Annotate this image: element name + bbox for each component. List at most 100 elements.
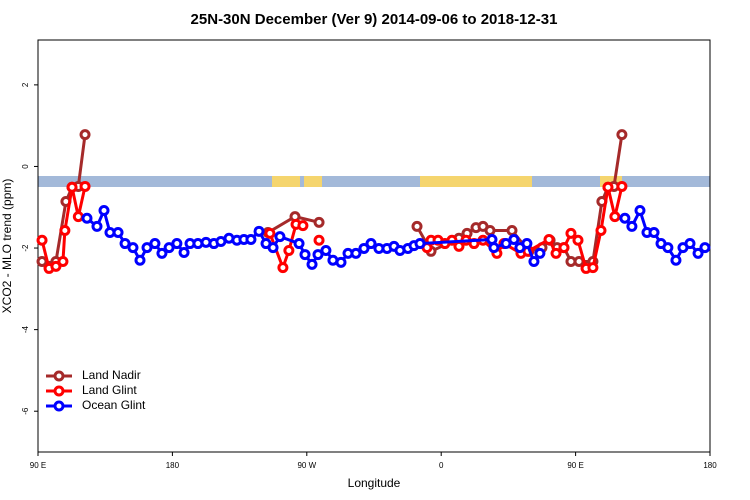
data-point — [264, 227, 276, 239]
data-point — [81, 212, 93, 224]
data-point — [616, 180, 628, 192]
data-point — [112, 227, 124, 239]
data-point — [619, 212, 631, 224]
data-point — [91, 220, 103, 232]
data-point — [414, 238, 426, 250]
data-point — [313, 234, 325, 246]
y-tick-label: 2 — [21, 82, 30, 87]
data-point — [699, 242, 711, 254]
data-point — [335, 256, 347, 268]
x-tick-label: 180 — [166, 461, 180, 470]
data-point — [299, 249, 311, 261]
data-point — [662, 242, 674, 254]
data-point — [267, 242, 279, 254]
y-axis-label: XCO2 - MLO trend (ppm) — [0, 179, 14, 314]
legend-marker — [53, 400, 65, 412]
data-point — [521, 238, 533, 250]
data-point — [57, 256, 69, 268]
data-point — [484, 224, 496, 236]
data-point — [320, 244, 332, 256]
data-point — [306, 258, 318, 270]
data-point — [550, 247, 562, 259]
data-point — [312, 249, 324, 261]
land-ocean-strip — [38, 176, 710, 187]
data-point — [616, 129, 628, 141]
data-point — [156, 247, 168, 259]
data-point — [684, 238, 696, 250]
data-point — [587, 262, 599, 274]
data-point — [277, 262, 289, 274]
data-point — [171, 238, 183, 250]
land-strip — [304, 176, 322, 187]
data-point — [602, 181, 614, 193]
data-point — [543, 233, 555, 245]
legend-marker — [53, 385, 65, 397]
y-tick-label: 0 — [21, 164, 30, 169]
data-point — [66, 181, 78, 193]
legend-label: Land Nadir — [82, 368, 141, 382]
data-point — [558, 242, 570, 254]
data-point — [79, 180, 91, 192]
data-point — [79, 129, 91, 141]
y-tick-label: -2 — [21, 244, 30, 252]
data-point — [283, 244, 295, 256]
data-point — [313, 216, 325, 228]
data-point — [36, 234, 48, 246]
chart-title: 25N-30N December (Ver 9) 2014-09-06 to 2… — [191, 11, 558, 28]
data-point — [565, 227, 577, 239]
data-point — [692, 247, 704, 259]
data-point — [626, 220, 638, 232]
data-point — [648, 227, 660, 239]
data-point — [528, 256, 540, 268]
data-point — [350, 247, 362, 259]
data-point — [50, 260, 62, 272]
data-point — [72, 211, 84, 223]
ocean-strip — [38, 176, 710, 187]
x-tick-label: 0 — [439, 461, 444, 470]
data-point — [178, 247, 190, 259]
x-tick-label: 90 E — [567, 461, 583, 470]
data-point — [609, 211, 621, 223]
data-point — [411, 220, 423, 232]
data-point — [534, 247, 546, 259]
x-axis-label: Longitude — [348, 476, 401, 490]
data-point — [500, 238, 512, 250]
data-point — [358, 242, 370, 254]
x-tick-label: 180 — [703, 461, 717, 470]
y-tick-label: -6 — [21, 407, 30, 415]
data-point — [98, 205, 110, 217]
land-strip — [420, 176, 532, 187]
x-tick-label: 90 W — [297, 461, 316, 470]
data-point — [149, 238, 161, 250]
legend-label: Ocean Glint — [82, 398, 146, 412]
data-point — [274, 231, 286, 243]
land-strip — [600, 176, 622, 187]
data-point — [508, 233, 520, 245]
y-tick-label: -4 — [21, 326, 30, 334]
land-strip — [272, 176, 300, 187]
data-point — [595, 224, 607, 236]
data-point — [634, 205, 646, 217]
data-point — [163, 242, 175, 254]
data-point — [119, 238, 131, 250]
data-point — [141, 242, 153, 254]
data-point — [59, 224, 71, 236]
series — [81, 205, 711, 270]
data-point — [488, 242, 500, 254]
legend-label: Land Glint — [82, 383, 137, 397]
x-tick-label: 90 E — [30, 461, 46, 470]
data-point — [297, 220, 309, 232]
legend-marker — [53, 370, 65, 382]
data-point — [670, 254, 682, 266]
data-point — [293, 238, 305, 250]
data-point — [365, 238, 377, 250]
data-point — [506, 224, 518, 236]
data-point — [572, 234, 584, 246]
data-point — [134, 254, 146, 266]
data-point — [127, 242, 139, 254]
data-point — [253, 225, 265, 237]
data-point — [245, 233, 257, 245]
